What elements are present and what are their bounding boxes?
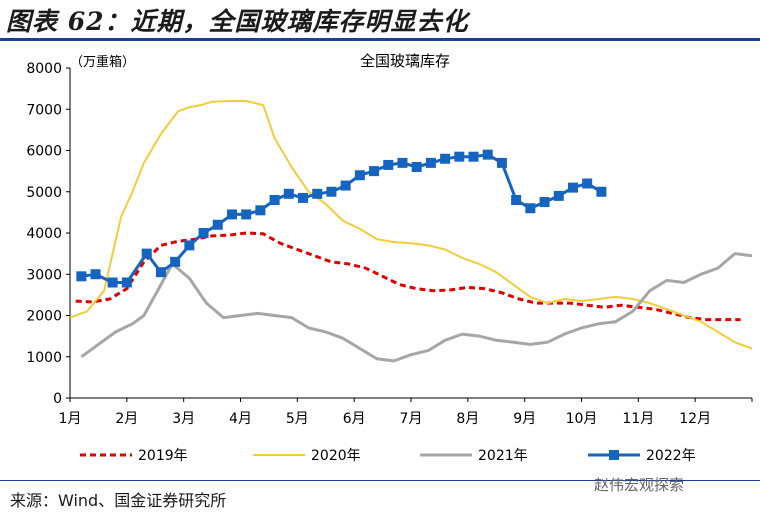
watermark: 赵伟宏观探索 (594, 476, 685, 494)
series-2022-point (397, 157, 408, 168)
series-2022-point (326, 186, 337, 197)
x-tick-label: 1月 (59, 411, 82, 427)
series-2022-point (369, 166, 380, 177)
series-2022-point (354, 170, 365, 181)
legend-2021-label: 2021年 (478, 448, 528, 464)
series-2022-point (255, 205, 266, 216)
series-2022-point (539, 197, 550, 208)
x-tick-label: 5月 (286, 411, 309, 427)
series-2022-point (226, 209, 237, 220)
series-2022-point (107, 277, 118, 288)
series-2022-point (269, 195, 280, 205)
chart: 全国玻璃库存 （万重箱） 0 1000 2000 3000 4000 5000 6000 70… (26, 52, 753, 464)
series-2022-point (312, 188, 323, 199)
series-2022-point (411, 162, 422, 172)
series-2022-point (596, 186, 607, 197)
y-tick-label: 5000 (26, 185, 62, 201)
x-tick-label: 3月 (172, 411, 195, 427)
legend-2020-label: 2020年 (311, 448, 361, 464)
y-tick-label: 4000 (26, 226, 62, 242)
x-tick-label: 9月 (513, 411, 536, 427)
series-2022-point (212, 219, 223, 230)
series-2022-point (468, 151, 479, 162)
series-2020-line (69, 100, 753, 350)
series-2022-point (553, 190, 564, 201)
x-tick-label: 10月 (566, 411, 598, 427)
series-2022-point (170, 256, 181, 267)
series-2022-point (482, 149, 493, 160)
series-2022-point (76, 271, 87, 282)
title-rule (0, 38, 760, 41)
source-note: 来源：Wind、国金证券研究所 (10, 491, 227, 510)
series-2022-point (298, 192, 309, 203)
y-tick-label: 8000 (26, 61, 62, 77)
series-2022-point (283, 188, 294, 199)
series-2022-point (141, 248, 152, 259)
series-2022-point (425, 157, 436, 168)
y-tick-label: 7000 (26, 102, 62, 118)
series-2022-point (155, 267, 166, 278)
series-2022-point (582, 178, 593, 189)
series-2022-point (340, 180, 351, 191)
x-tick-label: 7月 (400, 411, 423, 427)
series-2022-point (383, 159, 394, 170)
y-tick-label: 6000 (26, 144, 62, 160)
legend-2022-marker (609, 450, 619, 460)
series-2022-point (90, 269, 101, 280)
series-2022-point (511, 195, 522, 205)
x-tick-label: 11月 (622, 411, 654, 427)
x-tick-label: 12月 (679, 411, 711, 427)
series-2022-point (454, 151, 465, 162)
series-2022-point (440, 153, 451, 164)
x-tick-label: 4月 (229, 411, 252, 427)
x-tick-label: 8月 (456, 411, 479, 427)
series-2022-point (184, 240, 195, 251)
legend-2019-label: 2019年 (138, 448, 188, 464)
series-2022-point (525, 203, 536, 214)
figure-title: 图表 62：近期，全国玻璃库存明显去化 (6, 7, 469, 36)
series-2022-point (496, 157, 507, 168)
x-tick-label: 2月 (115, 411, 138, 427)
y-axis-unit: （万重箱） (70, 54, 135, 70)
series-2021-line (80, 252, 753, 363)
y-tick-label: 0 (53, 391, 62, 407)
series-2022-point (198, 228, 209, 238)
y-tick-label: 2000 (26, 309, 62, 325)
series-2019-line (75, 231, 741, 322)
y-tick-label: 3000 (26, 267, 62, 283)
series-2022-point (121, 277, 132, 288)
bottom-rule (0, 480, 760, 481)
x-tick-label: 6月 (343, 411, 366, 427)
series-2022-point (567, 182, 578, 193)
series-2022-point (241, 209, 252, 220)
y-tick-label: 1000 (26, 350, 62, 366)
legend-2022-label: 2022年 (646, 448, 696, 464)
chart-title: 全国玻璃库存 (360, 52, 450, 70)
